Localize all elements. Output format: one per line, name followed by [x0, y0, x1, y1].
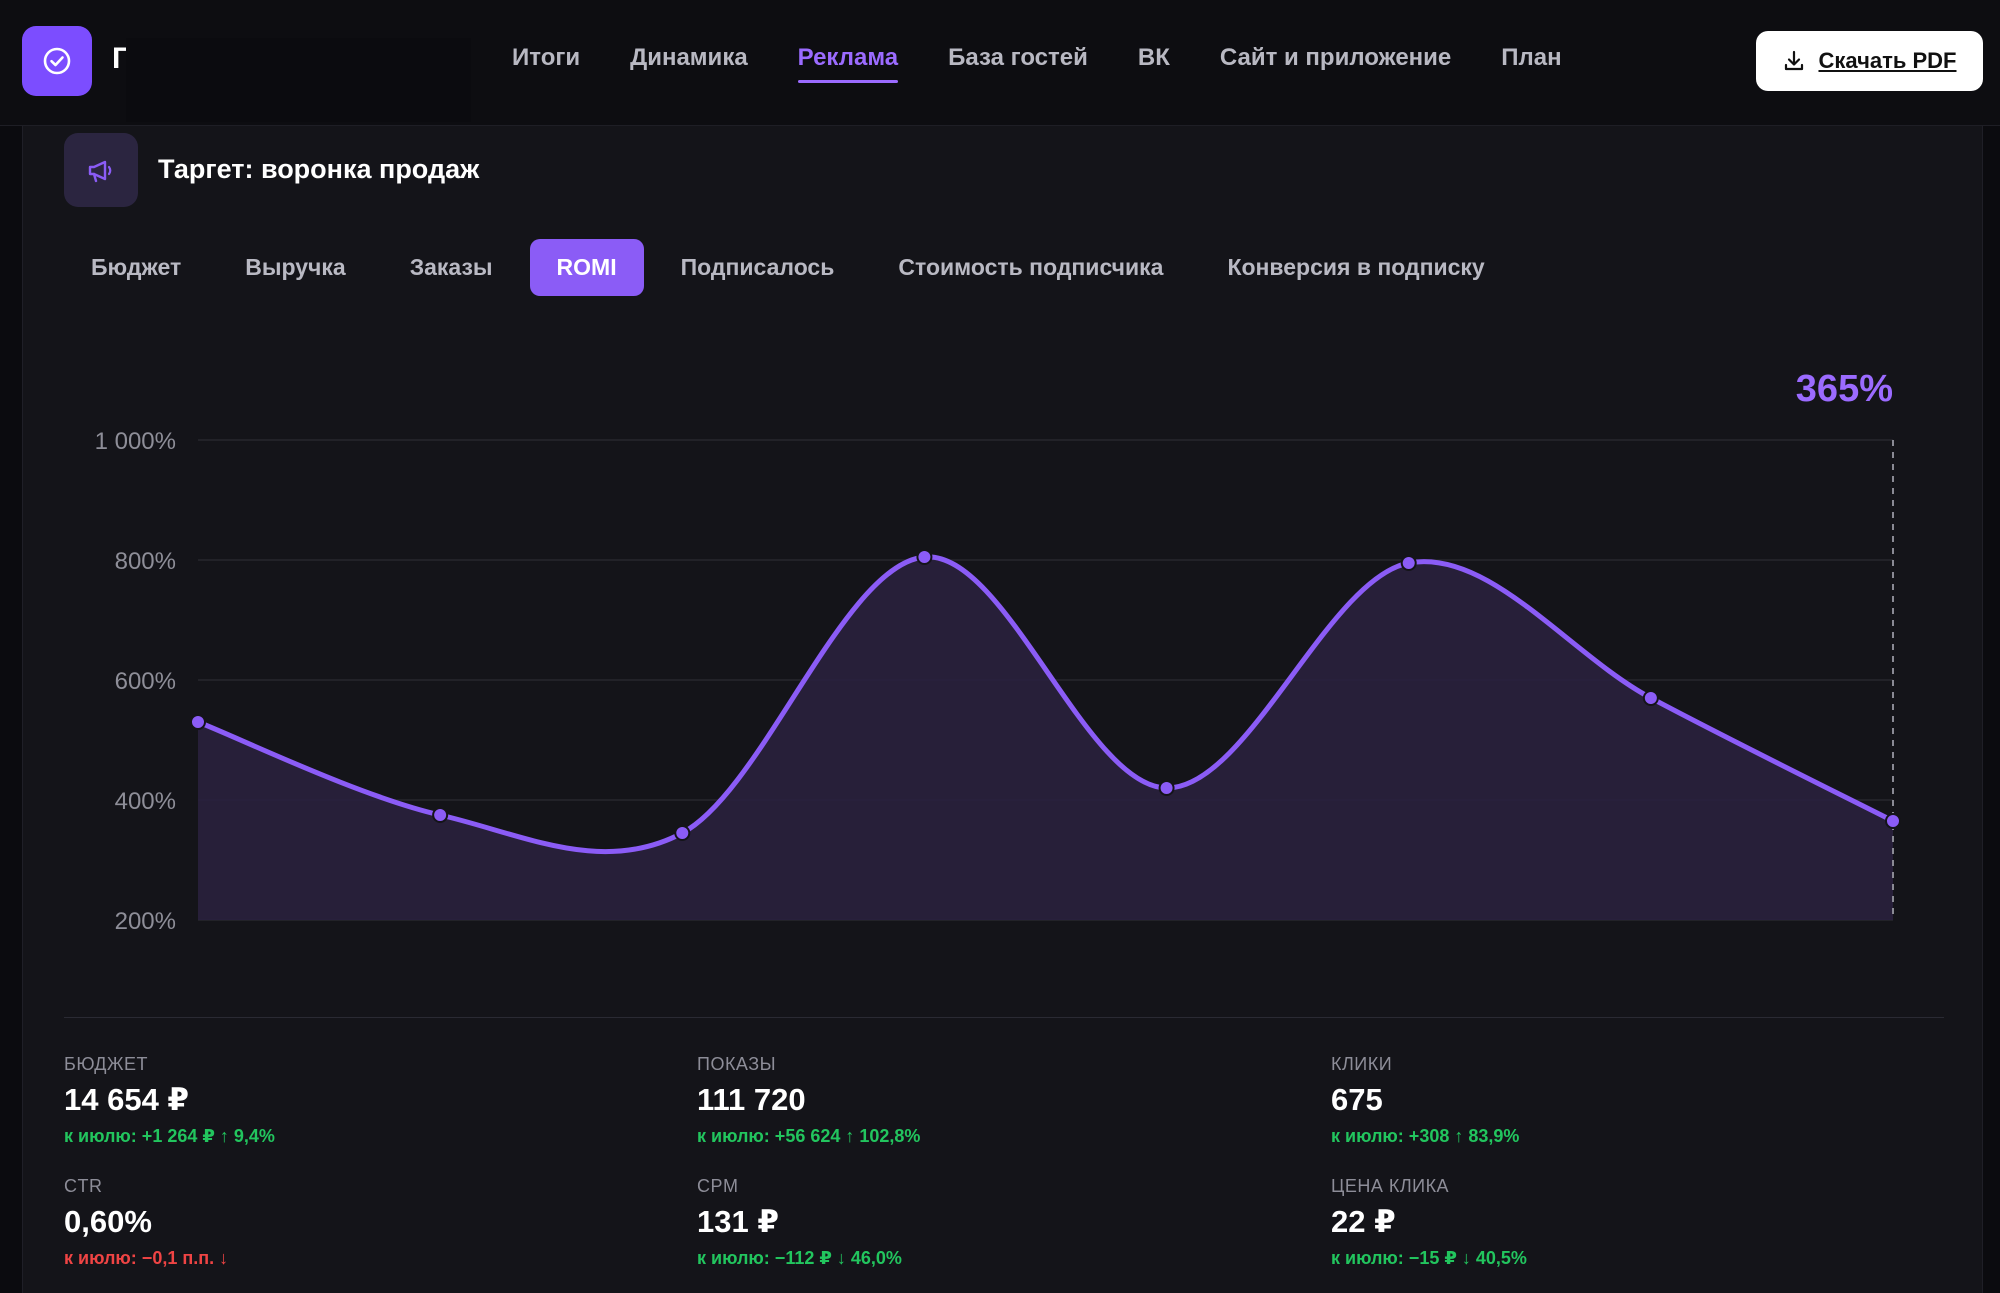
metric-impressions: ПОКАЗЫ 111 720 к июлю: +56 624 ↑ 102,8%	[697, 1054, 1297, 1147]
download-pdf-label: Скачать PDF	[1818, 48, 1957, 73]
metric-change: к июлю: −0,1 п.п. ↓	[64, 1248, 229, 1268]
data-point	[432, 807, 449, 823]
metric-value: 14 654 ₽	[64, 1082, 189, 1117]
romi-chart: 200%400%600%800%1 000%Янв 26Фев 26Мар 26…	[23, 346, 1984, 936]
data-point	[190, 714, 206, 730]
area-fill	[198, 556, 1893, 920]
metric-label: БЮДЖЕТ	[64, 1054, 149, 1074]
data-point	[674, 825, 691, 841]
y-tick-label: 400%	[115, 788, 176, 815]
data-point	[916, 549, 933, 565]
y-tick-label: 200%	[115, 908, 176, 935]
tab-subscription-conversion[interactable]: Конверсия в подписку	[1227, 254, 1485, 280]
metric-value: 22 ₽	[1331, 1204, 1396, 1239]
download-pdf-button[interactable]: Скачать PDF	[1756, 31, 1983, 91]
logo[interactable]	[22, 26, 92, 96]
metric-value: 131 ₽	[697, 1204, 779, 1239]
metric-ctr: CTR 0,60% к июлю: −0,1 п.п. ↓	[64, 1176, 664, 1269]
nav-item-itogi[interactable]: Итоги	[512, 44, 581, 71]
tab-revenue[interactable]: Выручка	[245, 254, 346, 280]
metric-budget: БЮДЖЕТ 14 654 ₽ к июлю: +1 264 ₽ ↑ 9,4%	[64, 1054, 664, 1147]
tab-budget[interactable]: Бюджет	[91, 254, 182, 280]
metric-value: 0,60%	[64, 1204, 152, 1239]
current-value-label: 365%	[1796, 368, 1893, 410]
metric-label: ЦЕНА КЛИКА	[1331, 1176, 1450, 1196]
top-bar: Г Итоги Динамика Реклама База гостей ВК …	[0, 0, 2000, 126]
divider	[64, 1017, 1944, 1018]
brand-name: Г	[112, 42, 130, 75]
romi-chart-svg: 200%400%600%800%1 000%Янв 26Фев 26Мар 26…	[95, 368, 1901, 935]
nav-item-sayt[interactable]: Сайт и приложение	[1219, 44, 1452, 71]
ads-card: Таргет: воронка продаж Бюджет Выручка За…	[22, 126, 1983, 1293]
metric-label: ПОКАЗЫ	[697, 1054, 777, 1074]
nav-item-vk[interactable]: ВК	[1137, 44, 1170, 71]
data-point	[1642, 690, 1659, 706]
metric-change: к июлю: +1 264 ₽ ↑ 9,4%	[64, 1126, 275, 1146]
download-icon	[1785, 50, 1804, 71]
data-point	[1400, 555, 1417, 571]
check-circle-icon	[43, 47, 71, 75]
tab-subscribed[interactable]: Подписалось	[680, 254, 835, 280]
metric-clicks: КЛИКИ 675 к июлю: +308 ↑ 83,9%	[1331, 1054, 1931, 1147]
section-title: Таргет: воронка продаж	[158, 154, 480, 184]
series-line	[195, 554, 1896, 855]
nav-item-plan[interactable]: План	[1501, 44, 1562, 71]
y-tick-label: 600%	[115, 668, 176, 695]
metric-change: к июлю: −15 ₽ ↓ 40,5%	[1331, 1248, 1527, 1268]
main-nav: Итоги Динамика Реклама База гостей ВК Са…	[512, 40, 1587, 83]
metric-change: к июлю: +56 624 ↑ 102,8%	[697, 1126, 921, 1146]
metric-cpm: CPM 131 ₽ к июлю: −112 ₽ ↓ 46,0%	[697, 1176, 1297, 1269]
y-tick-label: 1 000%	[95, 428, 176, 455]
tab-subscriber-cost[interactable]: Стоимость подписчика	[898, 254, 1164, 280]
tab-romi[interactable]: ROMI	[529, 239, 644, 296]
data-point	[1885, 813, 1901, 829]
metric-value: 675	[1331, 1082, 1383, 1117]
metric-click-price: ЦЕНА КЛИКА 22 ₽ к июлю: −15 ₽ ↓ 40,5%	[1331, 1176, 1931, 1269]
metric-tabs: Бюджет Выручка Заказы ROMI Подписалось С…	[64, 239, 1522, 296]
y-tick-label: 800%	[115, 548, 176, 575]
tab-orders[interactable]: Заказы	[409, 254, 493, 280]
nav-item-dinamika[interactable]: Динамика	[630, 44, 748, 71]
metric-label: КЛИКИ	[1331, 1054, 1393, 1074]
metric-change: к июлю: −112 ₽ ↓ 46,0%	[697, 1248, 902, 1268]
metric-value: 111 720	[697, 1082, 806, 1117]
nav-item-baza-gostey[interactable]: База гостей	[948, 44, 1088, 71]
metric-label: CTR	[64, 1176, 103, 1196]
metric-change: к июлю: +308 ↑ 83,9%	[1331, 1126, 1520, 1146]
megaphone-icon	[88, 160, 112, 183]
section-icon	[64, 133, 138, 207]
nav-item-reklama[interactable]: Реклама	[773, 40, 923, 83]
metric-label: CPM	[697, 1176, 739, 1196]
brand-name-redaction	[126, 38, 471, 122]
data-point	[1158, 780, 1175, 796]
